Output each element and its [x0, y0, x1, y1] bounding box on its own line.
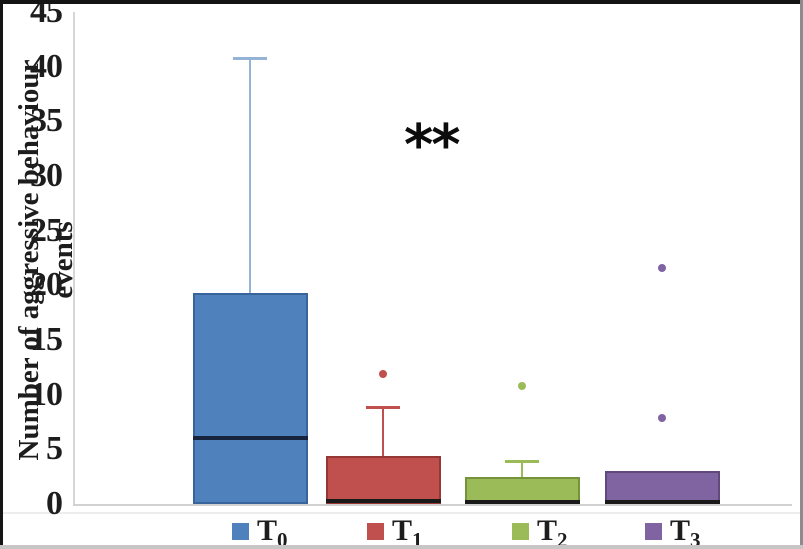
whisker-cap-T0	[233, 56, 267, 60]
y-axis-line	[73, 12, 75, 504]
outlier-dot-T2-0	[518, 381, 526, 390]
legend-item-T0: T0	[232, 514, 288, 549]
legend-swatch-T0	[232, 522, 249, 540]
legend-swatch-T3	[645, 522, 662, 540]
tick-label-25: 25	[30, 211, 63, 249]
legend-label-T0: T0	[257, 514, 288, 549]
box-T0	[192, 292, 308, 504]
legend-label-T2: T2	[537, 514, 568, 549]
median-line-T1	[325, 499, 441, 504]
outlier-dot-T1-0	[379, 369, 387, 378]
legend-label-T3: T3	[670, 514, 701, 549]
tick-label-5: 5	[46, 430, 63, 468]
whisker-line-T2	[521, 461, 523, 477]
tick-label-35: 35	[30, 102, 63, 140]
tick-label-40: 40	[30, 47, 63, 85]
legend-swatch-T2	[512, 522, 529, 540]
legend-item-T2: T2	[512, 514, 568, 549]
tick-label-30: 30	[30, 157, 63, 194]
legend-item-T3: T3	[645, 514, 701, 549]
median-line-T3	[604, 500, 720, 505]
x-axis-line	[73, 504, 792, 506]
tick-label-20: 20	[30, 266, 63, 304]
significance-annotation: **	[404, 113, 461, 178]
legend-separator-line	[0, 512, 803, 514]
tick-label-10: 10	[30, 375, 63, 413]
median-line-T0	[192, 436, 308, 441]
tick-label-15: 15	[30, 321, 63, 358]
outlier-dot-T3-0	[658, 263, 666, 272]
outlier-dot-T3-1	[658, 413, 666, 422]
legend-swatch-T1	[367, 522, 384, 540]
whisker-line-T1	[382, 406, 384, 456]
whisker-cap-T1	[366, 405, 400, 409]
legend-label-T1: T1	[392, 514, 423, 549]
whisker-line-T0	[249, 57, 251, 293]
tick-label-45: 45	[30, 0, 63, 30]
whisker-cap-T2	[505, 460, 539, 464]
median-line-T2	[464, 499, 580, 504]
tick-label-0: 0	[46, 485, 63, 522]
legend-item-T1: T1	[367, 514, 423, 549]
